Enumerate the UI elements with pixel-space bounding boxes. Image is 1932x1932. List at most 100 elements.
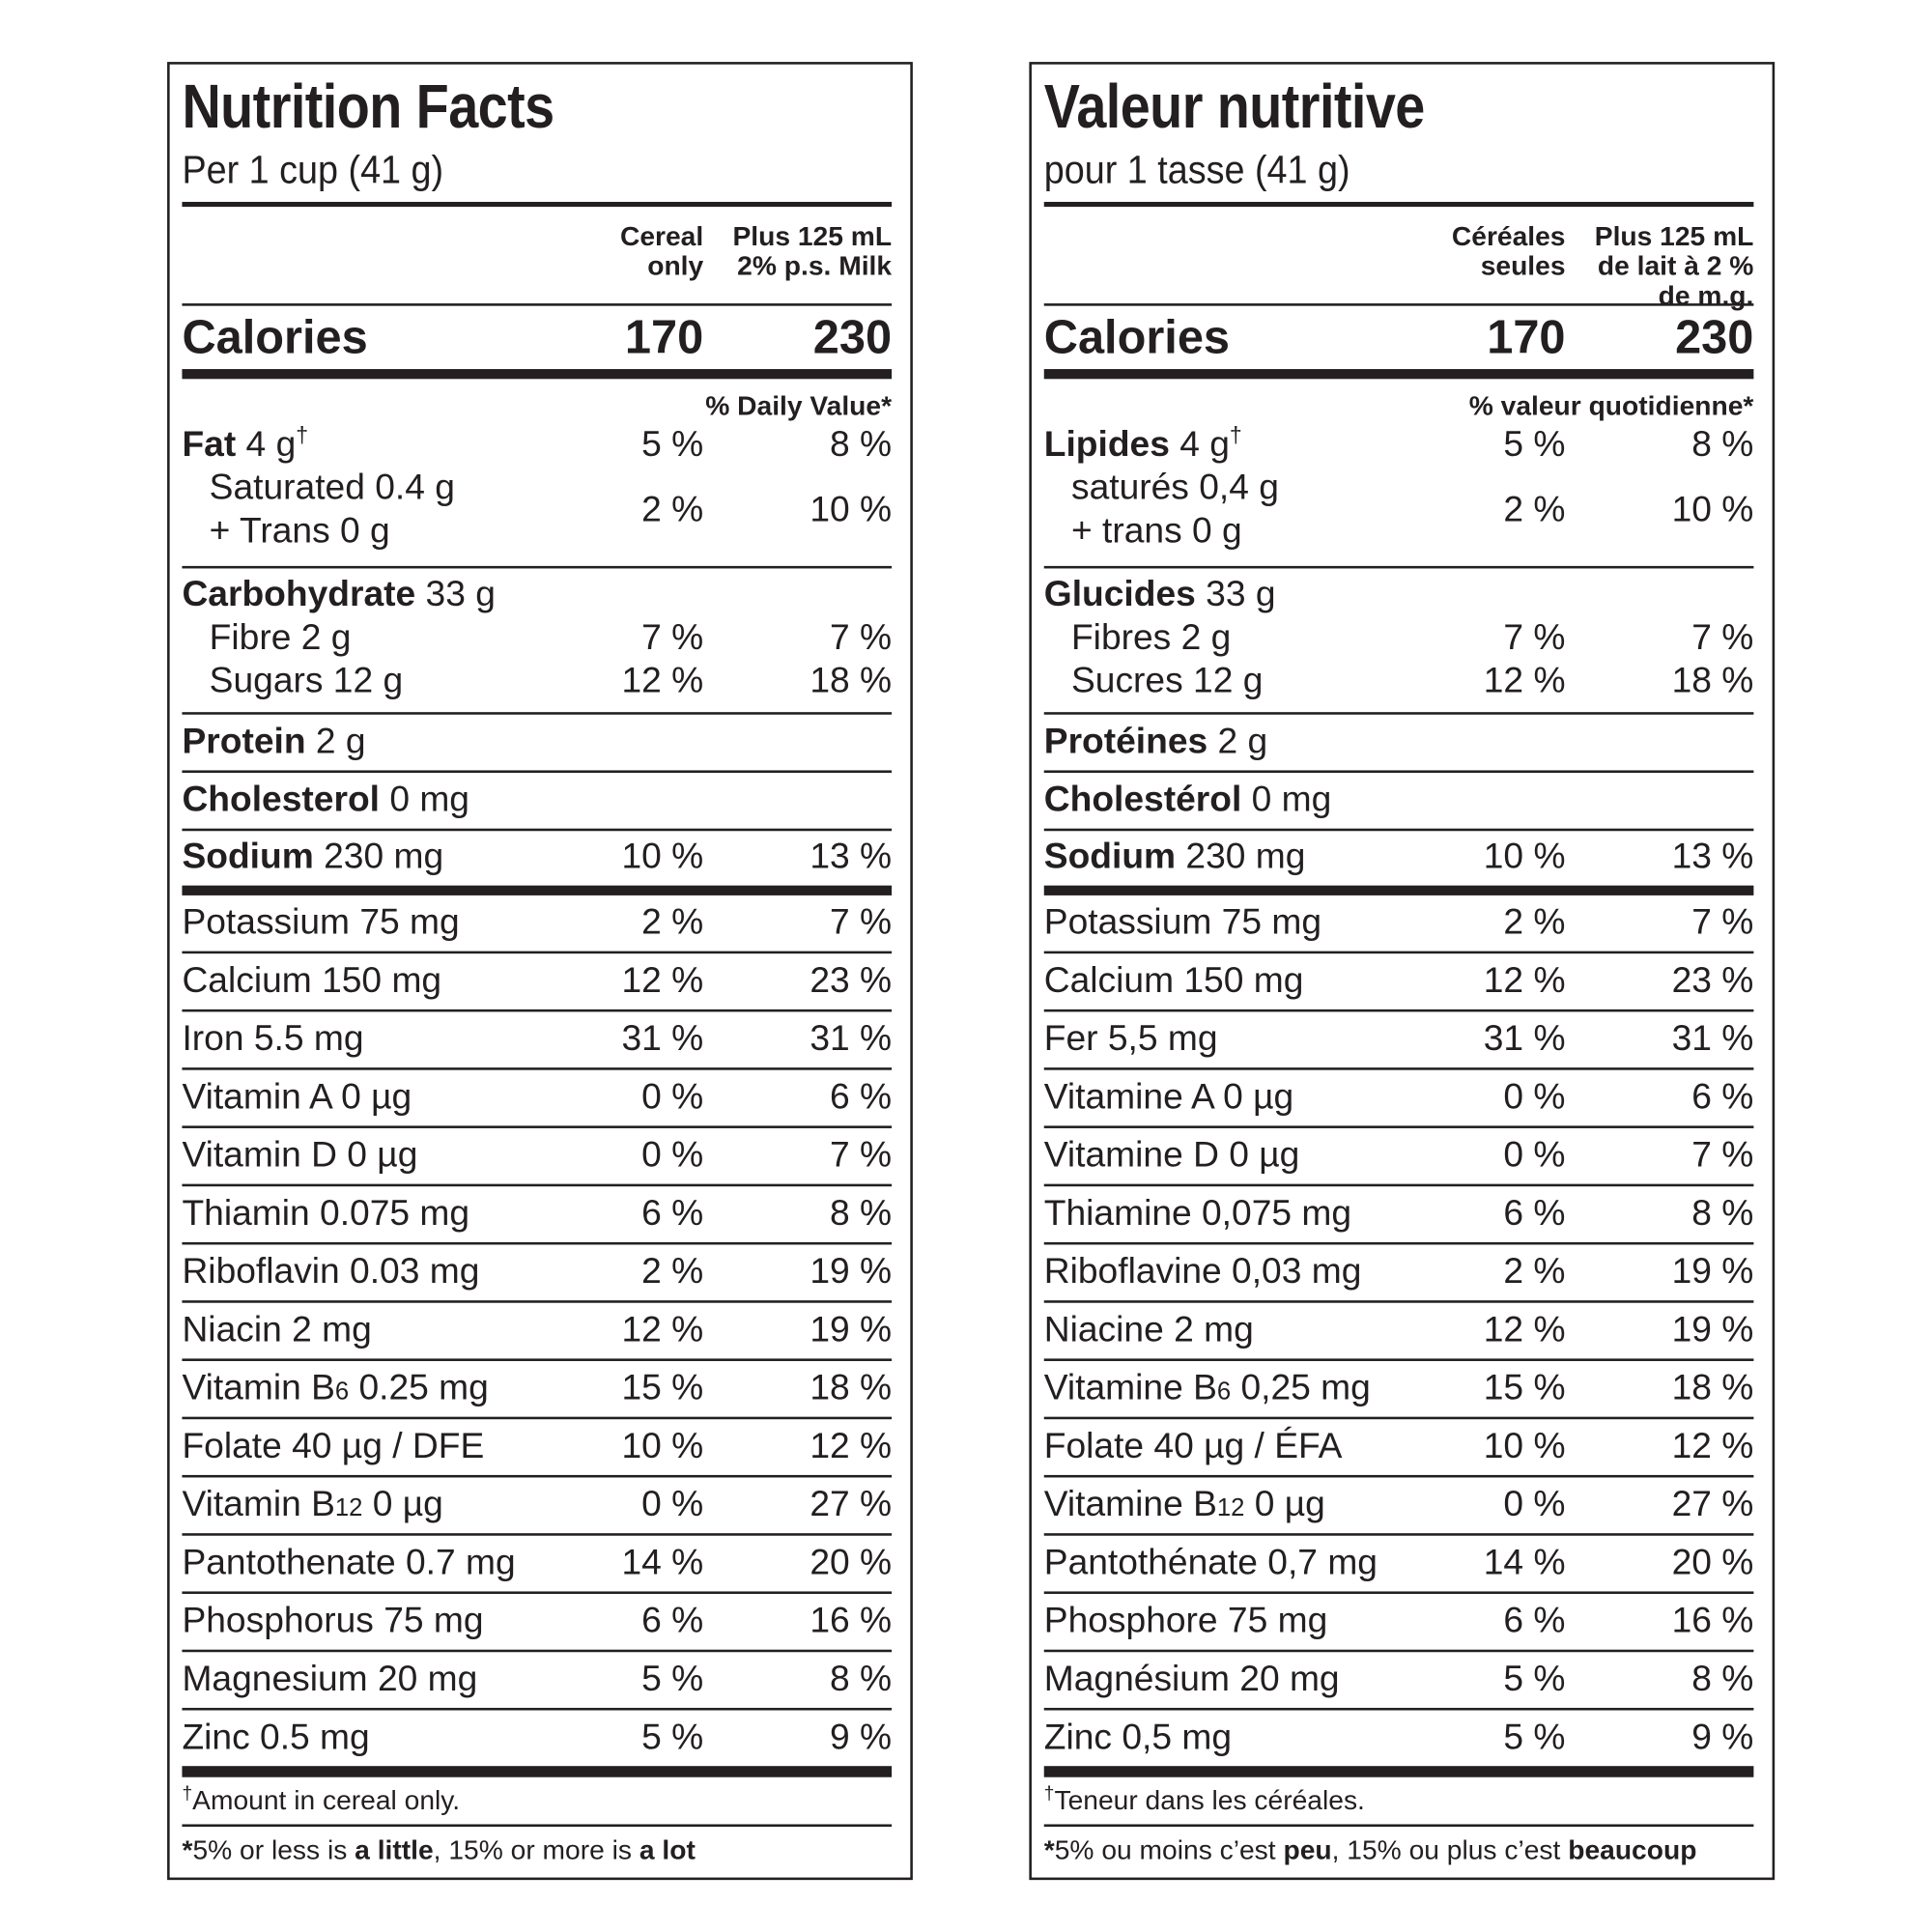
divider [182, 1300, 893, 1303]
divider [182, 1707, 893, 1711]
divider [1043, 303, 1754, 306]
nutrient-amount: 2 g [305, 722, 366, 762]
daily-value-percent: 7 % [1691, 1135, 1754, 1176]
divider [1043, 770, 1754, 773]
daily-value-percent: 10 % [1483, 837, 1566, 877]
divider [1043, 1707, 1754, 1711]
calories-value: 170 [624, 312, 704, 364]
mineral-name: Vitamin B6 0.25 mg [182, 1369, 580, 1409]
mineral-name: Iron 5.5 mg [182, 1019, 580, 1060]
divider [1043, 1183, 1754, 1187]
nutrient-label: Cholestérol [1043, 780, 1242, 820]
column-header-line: only [647, 249, 704, 282]
daily-value-percent: 5 % [1503, 1659, 1566, 1699]
mineral-row: Vitamine D 0 µg 0 % 7 % [1044, 1128, 1754, 1184]
footer-text: peu [1283, 1833, 1332, 1865]
mineral-label: Vitamine D 0 µg [1043, 1135, 1300, 1176]
nutrient-row: Fibres 2 g 7 % 7 % [1044, 616, 1754, 660]
daily-value-percent: 5 % [641, 424, 704, 465]
footer-text: , 15% ou plus c’est [1331, 1833, 1569, 1865]
mineral-row: Thiamine 0,075 mg 6 % 8 % [1044, 1186, 1754, 1242]
daily-value-percent: 6 % [1503, 1193, 1566, 1234]
daily-value-percent: 0 % [1503, 1135, 1566, 1176]
serving-size: Per 1 cup (41 g) [182, 147, 444, 192]
daily-value-percent: 18 % [1671, 1368, 1754, 1408]
calories-label: Calories [182, 312, 368, 364]
mineral-label: Folate 40 µg / ÉFA [1043, 1426, 1343, 1466]
daily-value-percent: 10 % [621, 1426, 704, 1466]
daily-value-footer: *5% ou moins c’est peu, 15% ou plus c’es… [1044, 1827, 1754, 1874]
daily-value-percent: 7 % [641, 617, 704, 658]
nutrient-row: Protéines 2 g [1044, 721, 1754, 764]
daily-value-percent: 0 % [1503, 1485, 1566, 1525]
divider [1043, 951, 1754, 954]
mineral-label: Pantothénate 0,7 mg [1043, 1543, 1378, 1583]
nutrient-amount: 4 g [1169, 424, 1230, 465]
nutrition-panel-french: Valeur nutritive pour 1 tasse (41 g) Céréa… [1029, 62, 1776, 1881]
calories-row: Calories 170 230 [1044, 306, 1754, 369]
daily-value-footer: *5% or less is a little, 15% or more is … [182, 1827, 892, 1874]
mineral-label: Vitamin B [182, 1485, 335, 1525]
daily-value-percent: 7 % [829, 617, 893, 658]
mineral-row: Iron 5.5 mg 31 % 31 % [182, 1011, 892, 1067]
mineral-label: Riboflavine 0,03 mg [1043, 1252, 1362, 1293]
mineral-name: Riboflavin 0.03 mg [182, 1252, 580, 1293]
divider [182, 712, 893, 715]
divider [182, 1591, 893, 1594]
daily-value-percent: 6 % [1503, 1601, 1566, 1641]
daily-value-percent: 2 % [1503, 1252, 1566, 1293]
nutrient-line: Saturated 0.4 g [209, 468, 455, 508]
nutrient-row: Cholestérol 0 mg [1044, 779, 1754, 822]
mineral-row: Vitamin B6 0.25 mg 15 % 18 % [182, 1361, 892, 1417]
column-header-line: de lait à 2 % [1597, 249, 1754, 282]
daily-value-percent: 5 % [1503, 424, 1566, 465]
mineral-name: Calcium 150 mg [182, 961, 580, 1002]
column-header: Céréales seules [1405, 221, 1566, 310]
mineral-row: Pantothénate 0,7 mg 14 % 20 % [1044, 1536, 1754, 1592]
footer-text: beaucoup [1568, 1833, 1697, 1865]
mineral-row: Folate 40 µg / ÉFA 10 % 12 % [1044, 1419, 1754, 1475]
column-headers: Cereal only Plus 125 mL 2% p.s. Milk [182, 207, 892, 303]
nutrient-label: Glucides [1043, 574, 1196, 614]
mineral-amount: 0.25 mg [349, 1368, 489, 1408]
mineral-row: Riboflavine 0,03 mg 2 % 19 % [1044, 1244, 1754, 1300]
mineral-label: Niacine 2 mg [1043, 1310, 1254, 1350]
divider [182, 1009, 893, 1012]
mineral-row: Magnesium 20 mg 5 % 8 % [182, 1652, 892, 1708]
nutrient-line: saturés 0,4 g [1070, 468, 1279, 508]
mineral-row: Zinc 0,5 mg 5 % 9 % [1044, 1711, 1754, 1767]
daily-value-percent: 7 % [1691, 617, 1754, 658]
nutrient-label: Carbohydrate [182, 574, 416, 614]
mineral-label: Zinc 0.5 mg [182, 1718, 370, 1758]
dagger-mark: † [182, 1782, 193, 1804]
mineral-row: Vitamin B12 0 µg 0 % 27 % [182, 1477, 892, 1533]
mineral-amount: 0 µg [362, 1485, 443, 1525]
nutrient-row: Glucides 33 g [1044, 574, 1754, 617]
daily-value-percent: 8 % [829, 424, 893, 465]
mineral-row: Niacin 2 mg 12 % 19 % [182, 1303, 892, 1359]
daily-value-percent: 16 % [1671, 1601, 1754, 1641]
mineral-name: Potassium 75 mg [1044, 903, 1442, 944]
daily-value-percent: 12 % [1483, 960, 1566, 1001]
divider [1043, 828, 1754, 832]
mineral-label: Folate 40 µg / DFE [182, 1426, 485, 1466]
divider [182, 770, 893, 773]
nutrient-section: Cholesterol 0 mg [182, 773, 892, 829]
nutrient-name: Sucres 12 g [1044, 660, 1442, 703]
mineral-name: Thiamine 0,075 mg [1044, 1194, 1442, 1235]
nutrient-line: + trans 0 g [1070, 511, 1242, 552]
divider [182, 1067, 893, 1070]
column-header-line: Plus 125 mL [732, 220, 893, 252]
daily-value-percent: 8 % [829, 1659, 893, 1699]
mineral-row: Calcium 150 mg 12 % 23 % [1044, 953, 1754, 1009]
nutrient-section: Sodium 230 mg 10 % 13 % [182, 831, 892, 885]
divider [1043, 1009, 1754, 1012]
footer-text: 5% ou moins c’est [1054, 1833, 1284, 1865]
column-header-line: Cereal [619, 220, 704, 252]
mineral-name: Folate 40 µg / ÉFA [1044, 1427, 1442, 1467]
mineral-name: Pantothenate 0.7 mg [182, 1543, 580, 1583]
nutrient-section: Cholestérol 0 mg [1044, 773, 1754, 829]
spacer [1044, 221, 1405, 310]
nutrient-amount: 33 g [1195, 574, 1276, 614]
